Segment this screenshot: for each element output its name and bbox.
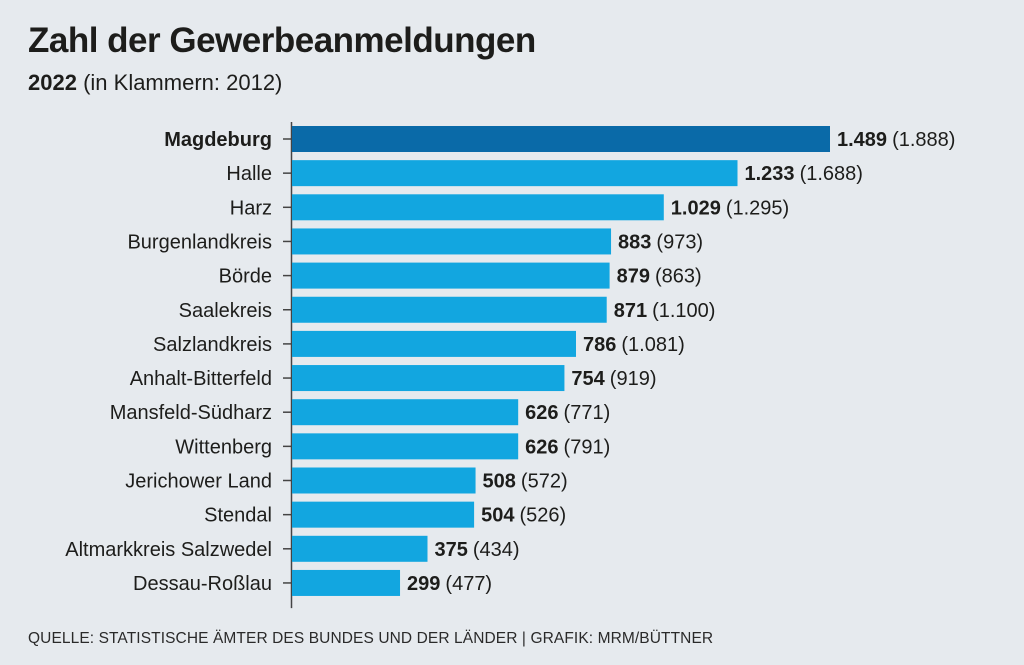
chart-title: Zahl der Gewerbeanmeldungen	[28, 21, 536, 60]
bar-12	[292, 535, 428, 562]
value-2022: 375	[434, 539, 467, 561]
bar-0	[292, 126, 830, 152]
category-label: Anhalt-Bitterfeld	[130, 368, 272, 390]
category-label: Wittenberg	[175, 436, 272, 458]
bar-13	[292, 569, 401, 596]
category-label: Jerichower Land	[125, 471, 272, 493]
value-2022: 504	[481, 505, 515, 527]
value-2022: 786	[583, 334, 616, 356]
value-2022: 879	[617, 266, 650, 288]
category-label: Altmarkkreis Salzwedel	[65, 539, 272, 561]
bar-5	[292, 296, 607, 323]
category-label: Magdeburg	[164, 129, 272, 151]
value-2022: 1.233	[745, 163, 795, 185]
source-note: QUELLE: STATISTISCHE ÄMTER DES BUNDES UN…	[28, 630, 714, 647]
value-2022: 1.029	[671, 197, 721, 219]
value-2012: (1.081)	[621, 334, 684, 356]
category-label: Burgenlandkreis	[127, 231, 272, 253]
value-label: 754 (919)	[571, 368, 656, 390]
bar-6	[292, 330, 576, 357]
bar-1	[292, 160, 738, 187]
value-2012: (477)	[445, 573, 492, 595]
value-label: 626 (771)	[525, 402, 610, 424]
category-label: Dessau-Roßlau	[133, 573, 272, 595]
bar-3	[292, 228, 612, 255]
bar-4	[292, 262, 610, 289]
bar-11	[292, 501, 475, 528]
value-2022: 626	[525, 436, 558, 458]
value-2022: 508	[483, 471, 516, 493]
value-label: 299 (477)	[407, 573, 492, 595]
value-label: 626 (791)	[525, 436, 610, 458]
value-label: 1.233 (1.688)	[745, 163, 863, 185]
value-2022: 1.489	[837, 129, 887, 151]
value-2022: 626	[525, 402, 558, 424]
value-2012: (863)	[655, 266, 702, 288]
value-label: 786 (1.081)	[583, 334, 685, 356]
value-label: 883 (973)	[618, 231, 703, 253]
value-2012: (1.688)	[800, 163, 863, 185]
value-2022: 299	[407, 573, 440, 595]
bar-9	[292, 433, 519, 460]
bar-10	[292, 467, 476, 494]
value-label: 1.489 (1.888)	[837, 129, 955, 151]
value-label: 871 (1.100)	[614, 300, 716, 322]
value-2012: (434)	[473, 539, 520, 561]
category-label: Saalekreis	[179, 300, 272, 322]
bar-8	[292, 399, 519, 426]
chart-subtitle: 2022 (in Klammern: 2012)	[28, 70, 282, 96]
value-2022: 871	[614, 300, 647, 322]
value-2012: (572)	[521, 471, 568, 493]
category-label: Stendal	[204, 505, 272, 527]
value-2012: (919)	[610, 368, 657, 390]
category-label: Börde	[219, 266, 272, 288]
value-2012: (526)	[519, 505, 566, 527]
category-label: Mansfeld-Südharz	[110, 402, 272, 424]
value-label: 879 (863)	[617, 266, 702, 288]
subtitle-year: 2022	[28, 70, 77, 95]
value-label: 1.029 (1.295)	[671, 197, 789, 219]
value-2012: (791)	[564, 436, 611, 458]
category-label: Halle	[226, 163, 272, 185]
value-2022: 883	[618, 231, 651, 253]
value-label: 508 (572)	[483, 471, 568, 493]
value-2012: (1.888)	[892, 129, 955, 151]
bar-2	[292, 194, 664, 221]
category-label: Salzlandkreis	[153, 334, 272, 356]
category-label: Harz	[230, 197, 272, 219]
value-2012: (973)	[656, 231, 703, 253]
value-label: 375 (434)	[434, 539, 519, 561]
value-2012: (1.100)	[652, 300, 715, 322]
value-label: 504 (526)	[481, 505, 566, 527]
value-2022: 754	[571, 368, 605, 390]
value-2012: (1.295)	[726, 197, 789, 219]
bar-7	[292, 365, 565, 392]
value-2012: (771)	[564, 402, 611, 424]
subtitle-note: (in Klammern: 2012)	[83, 70, 283, 95]
